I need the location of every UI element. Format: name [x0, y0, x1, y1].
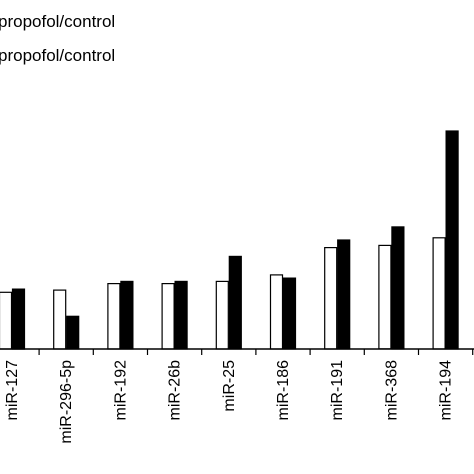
x-tick-label-5: miR-186 [275, 360, 292, 421]
x-tick-label-8: miR-194 [438, 360, 455, 421]
x-tick-labels: miR-127 miR-296-5p miR-192 miR-26b miR-25 miR… [4, 360, 455, 444]
bar-black-8 [445, 130, 459, 350]
bar-black-1 [66, 315, 80, 350]
x-tick-label-4: miR-25 [221, 360, 238, 412]
x-tick-label-1: miR-296-5p [58, 360, 75, 444]
bar-black-0 [11, 288, 26, 350]
x-tick-label-3: miR-26b [167, 360, 184, 421]
bar-white-3 [161, 283, 175, 350]
bar-white-2 [107, 283, 121, 350]
legend: propofol/control propofol/control [0, 12, 115, 65]
legend-label-series-2: propofol/control [0, 46, 115, 65]
bar-white-4 [215, 280, 229, 350]
bar-black-5 [282, 277, 297, 350]
bar-white-1 [53, 289, 67, 350]
legend-label-series-1: propofol/control [0, 12, 115, 31]
bar-white-5 [269, 274, 284, 350]
bar-white-7 [378, 244, 392, 350]
x-tick-label-2: miR-192 [112, 360, 129, 421]
x-tick-label-6: miR-191 [329, 360, 346, 421]
bar-black-7 [391, 226, 405, 350]
bar-black-3 [174, 280, 188, 350]
bar-white-0 [0, 291, 13, 350]
x-tick-label-0: miR-127 [4, 360, 21, 421]
bar-white-8 [432, 237, 446, 350]
x-ticks [38, 349, 474, 355]
bar-black-6 [337, 239, 351, 350]
bar-black-2 [120, 280, 134, 350]
x-tick-label-7: miR-368 [383, 360, 400, 421]
bar-white-6 [324, 247, 338, 350]
bars [0, 130, 459, 350]
bar-black-4 [228, 255, 242, 350]
